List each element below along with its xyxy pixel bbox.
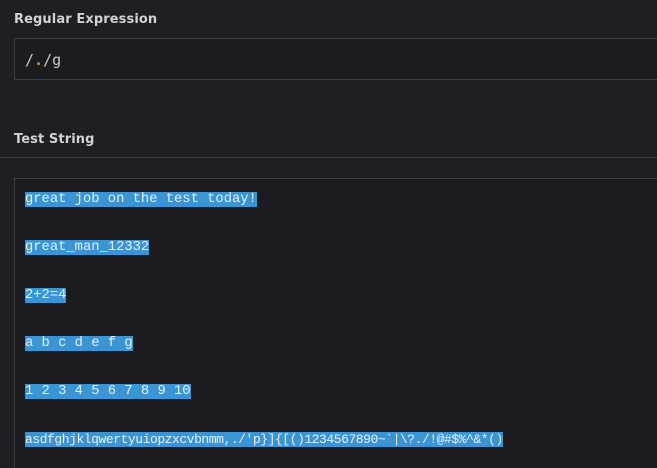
test-line: great_man_12332: [25, 238, 150, 258]
test-line: 1 2 3 4 5 6 7 8 9 10: [25, 382, 191, 402]
match-highlight: 1 2 3 4 5 6 7 8 9 10: [25, 384, 191, 399]
regex-flags[interactable]: g: [52, 51, 62, 69]
regex-section-label: Regular Expression: [14, 12, 158, 27]
test-line: 2+2=4: [25, 286, 67, 306]
regex-input[interactable]: /./g: [14, 38, 657, 80]
test-line: a b c d e f g: [25, 334, 133, 354]
match-highlight: 2+2=4: [25, 288, 67, 303]
test-line: great job on the test today!: [25, 190, 257, 210]
test-section-label: Test String: [14, 132, 95, 147]
match-highlight: great_man_12332: [25, 240, 150, 255]
regex-close-delimiter: /: [43, 51, 53, 69]
regex-pattern[interactable]: .: [34, 51, 44, 69]
regex-open-delimiter: /: [25, 51, 35, 69]
match-highlight: a b c d e f g: [25, 336, 133, 351]
regex-expression[interactable]: /./g: [25, 51, 61, 69]
match-highlight: great job on the test today!: [25, 192, 257, 207]
test-line: asdfghjklqwertyuiopzxcvbnmm,./'p}]{[()12…: [25, 430, 503, 450]
match-highlight: asdfghjklqwertyuiopzxcvbnmm,./'p}]{[()12…: [25, 432, 503, 447]
section-divider: [0, 157, 657, 158]
test-string-input[interactable]: great job on the test today! great_man_1…: [14, 178, 657, 468]
